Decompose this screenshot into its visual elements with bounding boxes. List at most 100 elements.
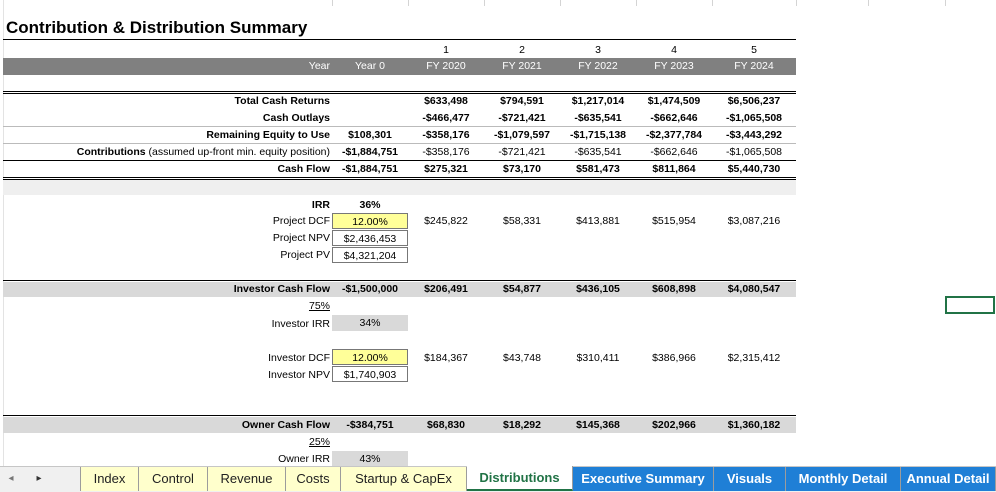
tab-executive-summary[interactable]: Executive Summary — [573, 467, 714, 491]
cell[interactable]: -$358,176 — [422, 146, 470, 158]
rule — [3, 93, 796, 94]
period-number: 1 — [443, 44, 449, 56]
cell[interactable]: $206,491 — [424, 283, 468, 295]
cell[interactable]: $633,498 — [424, 95, 468, 107]
worksheet[interactable]: Contribution & Distribution Summary 1 2 … — [0, 0, 996, 466]
cell[interactable]: -$1,884,751 — [341, 163, 399, 175]
row-label: Cash Outlays — [262, 112, 330, 124]
investor-dcf-input[interactable]: 12.00% — [332, 349, 408, 365]
investor-share[interactable]: 75% — [308, 300, 330, 312]
cell[interactable]: $5,440,730 — [727, 163, 781, 175]
cell[interactable]: $43,748 — [503, 352, 541, 364]
cell[interactable]: -$662,646 — [650, 146, 698, 158]
irr-value[interactable]: 36% — [359, 199, 381, 211]
cell[interactable]: -$1,065,508 — [725, 146, 783, 158]
cell[interactable]: $68,830 — [427, 419, 465, 431]
cell[interactable]: -$3,443,292 — [725, 129, 783, 141]
year-header-band — [3, 58, 796, 75]
project-dcf-input[interactable]: 12.00% — [332, 213, 408, 229]
cell[interactable]: $413,881 — [576, 215, 620, 227]
cell[interactable]: -$358,176 — [422, 129, 470, 141]
cell[interactable]: $386,966 — [652, 352, 696, 364]
row-label: Contributions (assumed up-front min. equ… — [0, 146, 330, 159]
selected-cell[interactable] — [945, 296, 995, 314]
row-label: Cash Flow — [277, 163, 330, 175]
project-pv-label: Project PV — [280, 249, 330, 261]
cell[interactable]: $1,474,509 — [647, 95, 701, 107]
prev-sheet-icon[interactable]: ◂ — [8, 473, 14, 484]
owner-share[interactable]: 25% — [308, 436, 330, 448]
rule — [3, 126, 796, 127]
cell[interactable]: -$635,541 — [574, 112, 622, 124]
cell[interactable]: -$466,477 — [422, 112, 470, 124]
cell[interactable]: $794,591 — [500, 95, 544, 107]
cell[interactable]: -$662,646 — [650, 112, 698, 124]
cell[interactable]: -$635,541 — [574, 146, 622, 158]
rule — [3, 415, 796, 416]
owner-cf-label: Owner Cash Flow — [241, 419, 330, 431]
tab-costs[interactable]: Costs — [286, 467, 341, 491]
tab-control[interactable]: Control — [139, 467, 208, 491]
cell[interactable]: $515,954 — [652, 215, 696, 227]
cell[interactable]: $1,360,182 — [727, 419, 781, 431]
row-gutter — [0, 0, 4, 466]
cell[interactable]: -$1,715,138 — [569, 129, 627, 141]
investor-band — [3, 282, 796, 297]
cell[interactable]: $202,966 — [652, 419, 696, 431]
fiscal-year-label: FY 2023 — [654, 60, 694, 72]
cell[interactable]: $58,331 — [503, 215, 541, 227]
cell[interactable]: -$721,421 — [498, 112, 546, 124]
investor-cf-label: Investor Cash Flow — [233, 283, 330, 295]
investor-irr-value[interactable]: 34% — [332, 315, 408, 331]
cell[interactable]: -$1,079,597 — [493, 129, 551, 141]
cell[interactable]: $436,105 — [576, 283, 620, 295]
cell[interactable]: $811,864 — [652, 163, 696, 175]
next-sheet-icon[interactable]: ▸ — [36, 473, 42, 484]
cell[interactable]: $184,367 — [424, 352, 468, 364]
cell[interactable]: $245,822 — [424, 215, 468, 227]
row-label: Remaining Equity to Use — [206, 129, 330, 141]
cell[interactable]: -$1,884,751 — [341, 146, 399, 158]
cell[interactable]: $1,217,014 — [571, 95, 625, 107]
cell[interactable]: -$721,421 — [498, 146, 546, 158]
period-number: 5 — [751, 44, 757, 56]
project-npv-value[interactable]: $2,436,453 — [332, 230, 408, 246]
tab-visuals[interactable]: Visuals — [714, 467, 786, 491]
tab-monthly-detail[interactable]: Monthly Detail — [786, 467, 901, 491]
investor-npv-value[interactable]: $1,740,903 — [332, 366, 408, 382]
column-divider — [712, 0, 713, 6]
tab-revenue[interactable]: Revenue — [208, 467, 286, 491]
cell[interactable]: $145,368 — [576, 419, 620, 431]
cell[interactable]: $3,087,216 — [727, 215, 781, 227]
cell[interactable]: $108,301 — [348, 129, 392, 141]
tab-distributions[interactable]: Distributions — [467, 466, 573, 491]
rule — [3, 143, 796, 144]
cell[interactable]: $54,877 — [503, 283, 541, 295]
cell[interactable]: $275,321 — [424, 163, 468, 175]
tab-startup-capex[interactable]: Startup & CapEx — [341, 467, 467, 491]
title-rule — [3, 39, 796, 40]
owner-irr-value[interactable]: 43% — [332, 451, 408, 466]
cell[interactable]: -$1,065,508 — [725, 112, 783, 124]
cell[interactable]: -$2,377,784 — [645, 129, 703, 141]
period-number: 4 — [671, 44, 677, 56]
cell[interactable]: -$1,500,000 — [341, 283, 399, 295]
cell[interactable]: $18,292 — [503, 419, 541, 431]
cell[interactable]: $310,411 — [576, 352, 620, 364]
cell[interactable]: $4,080,547 — [727, 283, 781, 295]
cell[interactable]: $2,315,412 — [727, 352, 781, 364]
tab-annual-detail[interactable]: Annual Detail — [901, 467, 996, 491]
cell[interactable]: $73,170 — [503, 163, 541, 175]
contributions-note: (assumed up-front min. equity position) — [145, 146, 330, 158]
period-number: 2 — [519, 44, 525, 56]
page-title: Contribution & Distribution Summary — [6, 18, 308, 37]
cell[interactable]: $581,473 — [576, 163, 620, 175]
tab-index[interactable]: Index — [81, 467, 139, 491]
owner-irr-label: Owner IRR — [278, 453, 330, 465]
cell[interactable]: $6,506,237 — [727, 95, 781, 107]
fiscal-year-label: FY 2022 — [578, 60, 618, 72]
cell[interactable]: $608,898 — [652, 283, 696, 295]
column-divider — [408, 0, 409, 6]
cell[interactable]: -$384,751 — [346, 419, 394, 431]
project-pv-value[interactable]: $4,321,204 — [332, 247, 408, 263]
